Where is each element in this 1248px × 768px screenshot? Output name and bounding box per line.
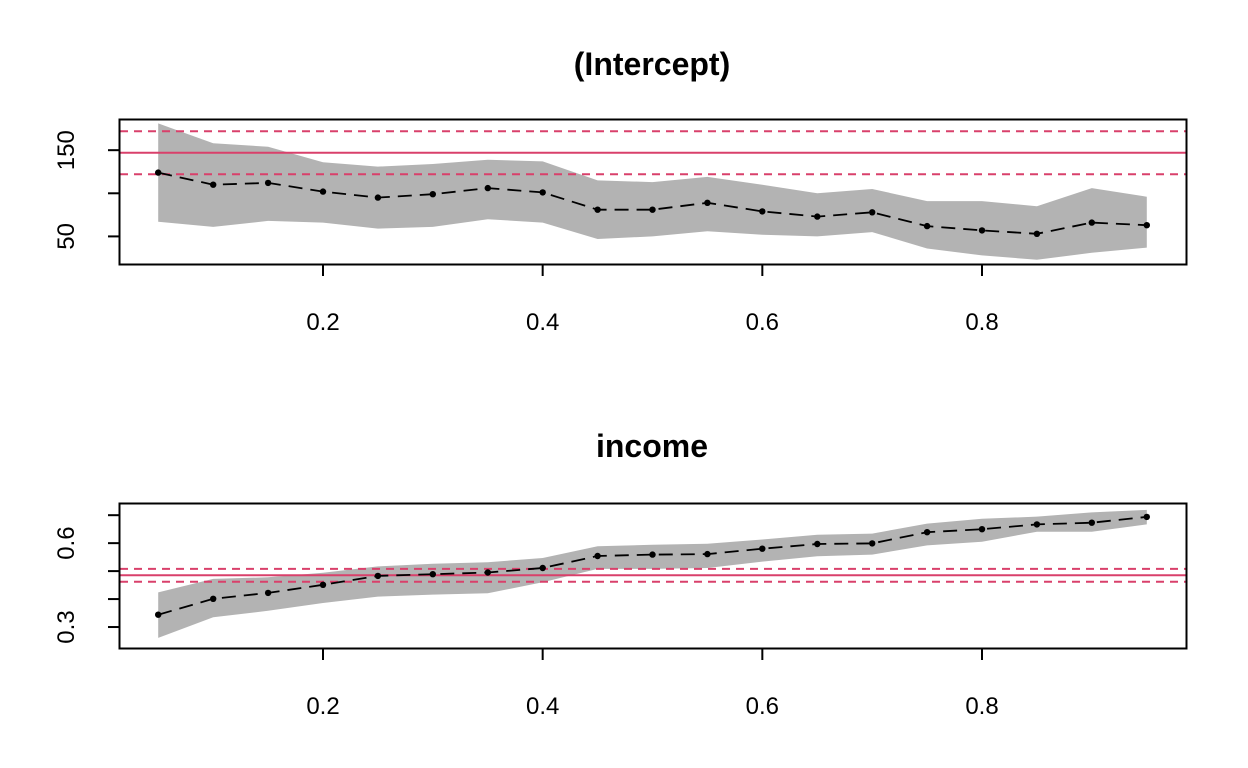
estimate-point xyxy=(539,564,546,572)
plot-area-income: 0.2 0.4 0.6 0.8 0.3 0.6 xyxy=(53,509,1186,720)
estimate-point xyxy=(429,571,436,578)
plot-frame-intercept xyxy=(118,118,1188,266)
estimate-point xyxy=(923,222,931,230)
x-tick-label: 0.2 xyxy=(306,693,339,720)
x-tick-label: 0.6 xyxy=(746,309,779,336)
estimate-point xyxy=(1033,230,1041,237)
x-tick-label: 0.4 xyxy=(526,309,559,336)
estimate-point xyxy=(484,184,491,192)
estimate-point xyxy=(210,181,217,188)
estimate-point xyxy=(155,611,162,618)
estimate-point xyxy=(1143,222,1151,229)
panel-title-intercept: (Intercept) xyxy=(574,46,730,82)
estimate-point xyxy=(1033,521,1041,528)
x-tick-label: 0.6 xyxy=(746,693,779,720)
estimate-point xyxy=(814,213,821,220)
estimate-point xyxy=(539,189,546,196)
estimate-point xyxy=(869,540,876,547)
estimate-point xyxy=(484,569,491,576)
panel-intercept: (Intercept) 0.2 0.4 0.6 0.8 50 150 xyxy=(53,46,1188,336)
panel-title-income: income xyxy=(596,428,708,464)
estimate-point xyxy=(429,191,436,198)
estimate-point xyxy=(155,169,162,176)
estimate-point xyxy=(264,589,272,597)
estimate-point xyxy=(1088,219,1096,226)
x-tick-label: 0.2 xyxy=(306,309,339,336)
plot-frame-income xyxy=(118,502,1188,650)
estimate-point xyxy=(319,581,327,588)
x-tick-label: 0.8 xyxy=(965,693,998,720)
panel-income: income 0.2 0.4 0.6 0.8 0.3 0.6 xyxy=(53,428,1188,720)
estimate-point xyxy=(1143,513,1151,521)
estimate-point xyxy=(759,545,766,552)
confidence-band-income xyxy=(158,509,1147,638)
y-tick-label: 150 xyxy=(53,130,80,170)
estimate-point xyxy=(210,595,217,602)
y-tick-label: 0.6 xyxy=(53,526,80,559)
confidence-band-intercept xyxy=(158,123,1147,260)
estimate-point xyxy=(978,227,986,234)
x-tick-label: 0.8 xyxy=(965,309,998,336)
estimate-point xyxy=(1088,519,1096,526)
estimate-point xyxy=(649,206,656,213)
estimate-point xyxy=(923,529,931,536)
estimate-point xyxy=(978,526,986,533)
estimate-point xyxy=(374,194,382,201)
estimate-point xyxy=(869,209,876,216)
estimate-point xyxy=(649,551,656,558)
y-tick-label: 0.3 xyxy=(53,610,80,643)
estimate-point xyxy=(704,550,711,558)
y-tick-label: 50 xyxy=(53,223,80,250)
plot-area-intercept: 0.2 0.4 0.6 0.8 50 150 xyxy=(53,123,1186,336)
estimate-point xyxy=(704,199,711,206)
estimate-point xyxy=(374,572,382,580)
estimate-point xyxy=(594,206,601,213)
estimate-point xyxy=(594,552,601,560)
x-tick-label: 0.4 xyxy=(526,693,559,720)
estimate-point xyxy=(759,208,766,215)
estimate-point xyxy=(264,179,272,187)
estimate-point xyxy=(319,188,327,195)
estimate-point xyxy=(814,540,821,548)
